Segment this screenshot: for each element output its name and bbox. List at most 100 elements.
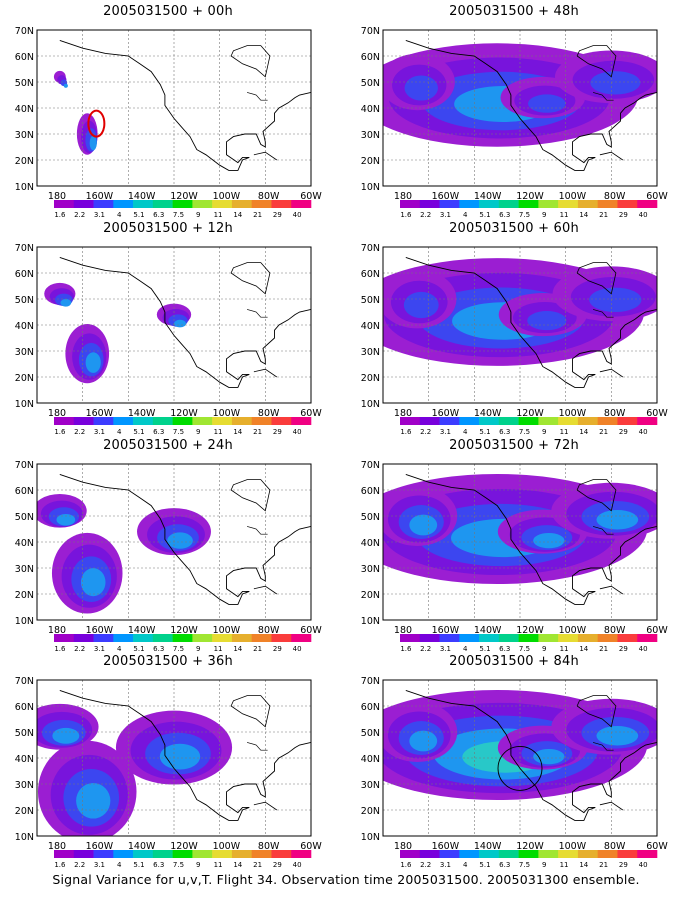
lat-tick-label: 30N	[361, 564, 380, 575]
map-svg: 70N 60N 50N 40N 30N 20N 10N 180 160W 140W 120W 100W…	[361, 460, 669, 653]
colorbar-swatch	[73, 634, 94, 642]
colorbar-label: 2.2	[420, 428, 431, 436]
lon-tick-label: 180	[48, 191, 66, 202]
lat-tick-label: 50N	[361, 512, 380, 523]
colorbar-label: 2.2	[420, 861, 431, 869]
lon-tick-label: 80W	[258, 408, 280, 419]
lat-tick-label: 40N	[15, 754, 34, 765]
lat-tick-label: 10N	[361, 616, 380, 627]
region-circle-marker	[497, 745, 543, 791]
colorbar-label: 1.6	[54, 861, 66, 869]
colorbar-label: 11	[214, 428, 223, 436]
colorbar-label: 5.1	[479, 428, 490, 436]
lat-tick-label: 60N	[361, 702, 380, 713]
colorbar-label: 4	[463, 861, 468, 869]
colorbar-label: 5.1	[133, 428, 144, 436]
colorbar-label: 11	[560, 861, 569, 869]
colorbar-swatch	[597, 634, 618, 642]
lon-tick-label: 100W	[559, 408, 587, 419]
lat-tick-label: 20N	[15, 373, 34, 384]
colorbar: 1.6 2.2 3.1 4 5.1 6.3 7.5 9 11 14 21 29 40	[400, 200, 658, 219]
colorbar-swatch	[479, 850, 500, 858]
panel-title: 2005031500 + 72h	[449, 438, 579, 453]
panel-title: 2005031500 + 48h	[449, 4, 579, 19]
colorbar-label: 9	[542, 861, 546, 869]
colorbar-label: 4	[463, 428, 468, 436]
colorbar-label: 7.5	[519, 645, 530, 653]
lon-tick-label: 120W	[516, 191, 544, 202]
colorbar-swatch	[459, 634, 480, 642]
lat-tick-label: 70N	[15, 460, 34, 471]
map-svg: 70N 60N 50N 40N 30N 20N 10N 180 160W 140W 120W 100W…	[361, 243, 669, 436]
colorbar-swatch	[93, 634, 114, 642]
colorbar-swatch	[113, 417, 134, 425]
colorbar-label: 11	[560, 428, 569, 436]
colorbar-swatch	[459, 417, 480, 425]
colorbar-swatch	[192, 200, 213, 208]
colorbar-swatch	[271, 417, 292, 425]
lon-tick-label: 160W	[86, 191, 114, 202]
colorbar-swatch	[498, 850, 519, 858]
colorbar-swatch	[419, 850, 440, 858]
panel-title: 2005031500 + 12h	[103, 221, 233, 236]
variance-field	[383, 258, 657, 366]
variance-field	[383, 43, 657, 147]
colorbar-swatch	[291, 850, 312, 858]
colorbar-swatch	[291, 200, 312, 208]
coastlines	[405, 39, 657, 171]
lon-tick-label: 140W	[128, 625, 156, 636]
colorbar-label: 29	[619, 428, 628, 436]
colorbar-label: 11	[214, 861, 223, 869]
colorbar: 1.6 2.2 3.1 4 5.1 6.3 7.5 9 11 14 21 29 40	[400, 634, 658, 653]
lon-tick-label: 140W	[128, 191, 156, 202]
panel-title: 2005031500 + 00h	[103, 4, 233, 19]
map-frame	[36, 29, 312, 187]
colorbar-label: 21	[253, 428, 262, 436]
colorbar-label: 7.5	[173, 645, 184, 653]
colorbar-swatch	[152, 634, 173, 642]
variance-field	[44, 282, 192, 384]
colorbar-label: 4	[463, 645, 468, 653]
map-frame	[36, 679, 312, 837]
lon-tick-label: 160W	[432, 625, 460, 636]
lat-tick-label: 20N	[361, 373, 380, 384]
lat-tick-label: 10N	[15, 182, 34, 193]
colorbar-swatch	[212, 417, 233, 425]
lon-tick-label: 140W	[474, 408, 502, 419]
variance-field	[53, 70, 98, 155]
colorbar-swatch	[558, 850, 579, 858]
lat-tick-label: 50N	[361, 295, 380, 306]
lat-tick-label: 10N	[15, 399, 34, 410]
colorbar-swatch	[617, 634, 638, 642]
map-panel: 2005031500 + 24h 70N 60N 50N 40N 30N 20N 10N 180…	[0, 438, 336, 653]
coastlines	[59, 473, 311, 605]
colorbar-swatch	[419, 417, 440, 425]
map-panel: 2005031500 + 12h 70N 60N 50N 40N 30N 20N 10N 180…	[0, 221, 336, 436]
variance-field	[37, 494, 211, 614]
colorbar-swatch	[73, 850, 94, 858]
colorbar-swatch	[400, 634, 421, 642]
panel-title: 2005031500 + 36h	[103, 654, 233, 669]
lon-tick-label: 60W	[646, 408, 668, 419]
variance-field	[37, 703, 233, 836]
lon-tick-label: 120W	[170, 625, 198, 636]
colorbar-swatch	[439, 417, 460, 425]
lat-tick-label: 40N	[361, 104, 380, 115]
colorbar: 1.6 2.2 3.1 4 5.1 6.3 7.5 9 11 14 21 29 40	[400, 417, 658, 436]
map-panel: 2005031500 + 36h 70N 60N 50N 40N 30N 20N 10N 180…	[0, 654, 336, 869]
colorbar-label: 6.3	[499, 211, 510, 219]
colorbar-label: 2.2	[74, 211, 85, 219]
lat-tick-label: 50N	[361, 728, 380, 739]
variance-field	[383, 474, 657, 584]
coastlines	[59, 39, 311, 171]
colorbar-swatch	[597, 200, 618, 208]
colorbar-swatch	[498, 634, 519, 642]
lat-tick-label: 40N	[361, 321, 380, 332]
lon-tick-label: 180	[394, 191, 412, 202]
lon-tick-label: 180	[48, 408, 66, 419]
lon-tick-label: 60W	[300, 191, 322, 202]
colorbar-swatch	[637, 200, 658, 208]
colorbar-swatch	[212, 850, 233, 858]
colorbar-label: 5.1	[479, 645, 490, 653]
colorbar: 1.6 2.2 3.1 4 5.1 6.3 7.5 9 11 14 21 29 40	[400, 850, 658, 869]
